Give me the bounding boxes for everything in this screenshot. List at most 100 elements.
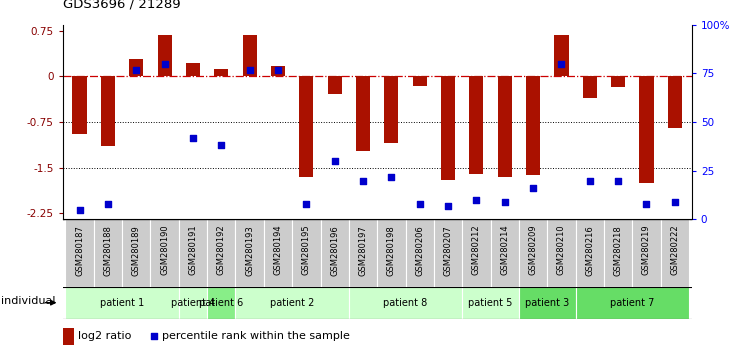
Bar <box>263 219 292 287</box>
Bar <box>604 219 632 287</box>
Text: GSM280210: GSM280210 <box>557 225 566 275</box>
Bar <box>349 287 462 319</box>
Bar <box>377 219 406 287</box>
Point <box>74 207 85 212</box>
Bar <box>526 76 540 175</box>
Bar <box>186 63 200 76</box>
Text: GSM280219: GSM280219 <box>642 225 651 275</box>
Text: GSM280192: GSM280192 <box>217 225 226 275</box>
Text: patient 4: patient 4 <box>171 298 215 308</box>
Text: GSM280212: GSM280212 <box>472 225 481 275</box>
Bar <box>498 76 512 177</box>
Text: GSM280214: GSM280214 <box>500 225 509 275</box>
Bar <box>434 219 462 287</box>
Point <box>244 67 255 72</box>
Bar <box>576 287 689 319</box>
Bar <box>66 287 179 319</box>
Text: GSM280194: GSM280194 <box>274 225 283 275</box>
Bar <box>243 35 257 76</box>
Text: GSM280193: GSM280193 <box>245 225 254 276</box>
Text: GSM280187: GSM280187 <box>75 225 84 276</box>
Bar <box>406 219 434 287</box>
Text: patient 8: patient 8 <box>383 298 428 308</box>
Bar <box>207 219 236 287</box>
Bar <box>519 219 548 287</box>
Point <box>386 174 397 179</box>
Point <box>669 199 681 205</box>
Point <box>187 135 199 141</box>
Text: GSM280209: GSM280209 <box>528 225 537 275</box>
Bar <box>632 219 661 287</box>
Text: GSM280191: GSM280191 <box>188 225 197 275</box>
Bar <box>640 76 654 183</box>
Bar <box>207 287 236 319</box>
Point <box>556 61 567 67</box>
Text: log2 ratio: log2 ratio <box>78 331 131 341</box>
Text: GSM280190: GSM280190 <box>160 225 169 275</box>
Text: percentile rank within the sample: percentile rank within the sample <box>162 331 350 341</box>
Bar <box>236 219 263 287</box>
Text: GSM280188: GSM280188 <box>104 225 113 276</box>
Bar <box>63 328 74 345</box>
Bar <box>93 219 122 287</box>
Text: patient 6: patient 6 <box>199 298 244 308</box>
Bar <box>158 35 171 76</box>
Text: GSM280195: GSM280195 <box>302 225 311 275</box>
Bar <box>470 76 484 174</box>
Point <box>329 158 341 164</box>
Bar <box>668 76 682 128</box>
Bar <box>554 35 568 76</box>
Bar <box>300 76 314 177</box>
Bar <box>101 76 115 147</box>
Bar <box>356 76 370 151</box>
Text: patient 3: patient 3 <box>526 298 570 308</box>
Text: patient 2: patient 2 <box>270 298 314 308</box>
Point <box>357 178 369 183</box>
Bar <box>130 59 144 76</box>
Text: patient 5: patient 5 <box>468 298 513 308</box>
Point <box>414 201 425 207</box>
Point <box>584 178 595 183</box>
Bar <box>462 219 491 287</box>
Point <box>130 67 142 72</box>
Bar <box>66 219 93 287</box>
Bar <box>441 76 455 180</box>
Bar <box>236 287 349 319</box>
Point <box>527 185 539 191</box>
Text: GSM280222: GSM280222 <box>670 225 679 275</box>
Point <box>272 67 284 72</box>
Bar <box>214 69 228 76</box>
Point <box>470 197 482 203</box>
Point <box>216 143 227 148</box>
Bar <box>179 219 207 287</box>
Bar <box>72 76 87 134</box>
Bar <box>179 287 207 319</box>
Bar <box>328 76 342 93</box>
Point <box>102 201 114 207</box>
Point <box>640 201 652 207</box>
Bar <box>320 219 349 287</box>
Bar <box>576 219 604 287</box>
Text: GSM280207: GSM280207 <box>444 225 453 276</box>
Bar <box>271 66 285 76</box>
Bar <box>583 76 597 98</box>
Bar <box>122 219 150 287</box>
Text: GSM280218: GSM280218 <box>614 225 623 276</box>
Text: GSM280206: GSM280206 <box>415 225 424 276</box>
Point <box>300 201 312 207</box>
Text: individual: individual <box>1 296 56 306</box>
Text: patient 1: patient 1 <box>100 298 144 308</box>
Text: GSM280189: GSM280189 <box>132 225 141 276</box>
Point <box>159 61 171 67</box>
Bar <box>462 287 519 319</box>
Bar <box>548 219 576 287</box>
Bar <box>491 219 519 287</box>
Point <box>499 199 511 205</box>
Text: patient 7: patient 7 <box>610 298 654 308</box>
Text: GSM280196: GSM280196 <box>330 225 339 276</box>
Bar <box>384 76 398 143</box>
Bar <box>413 76 427 86</box>
Text: GDS3696 / 21289: GDS3696 / 21289 <box>63 0 180 11</box>
Point <box>148 333 160 338</box>
Bar <box>292 219 320 287</box>
